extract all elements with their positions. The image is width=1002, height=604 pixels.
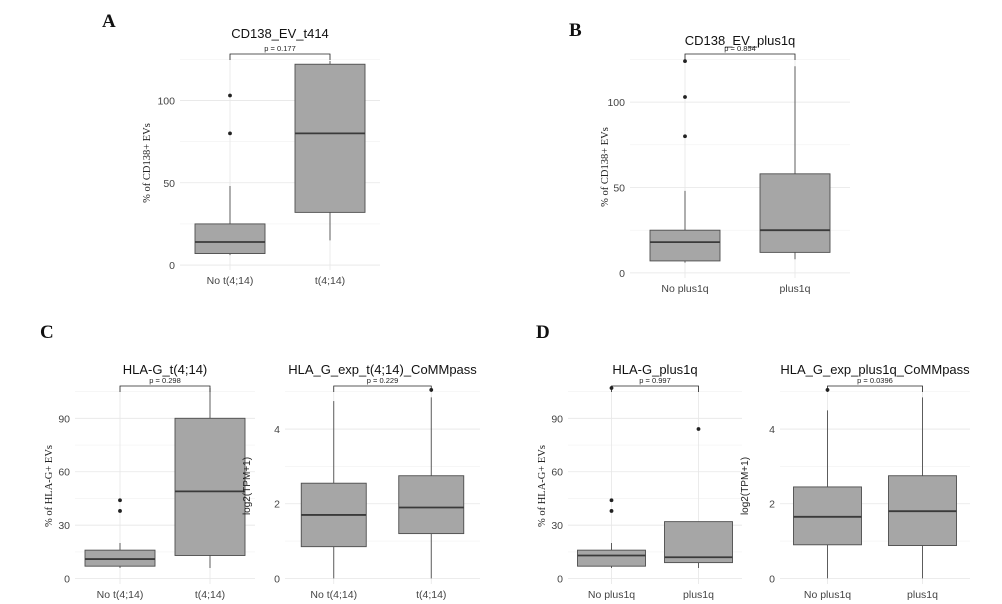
- y-axis-label: log2(TPM+1): [242, 457, 253, 515]
- significance-bracket: [333, 385, 432, 392]
- y-tick-label: 0: [169, 260, 175, 272]
- panel-label-b: B: [569, 20, 582, 41]
- boxplot-chart: 0 30 60 90 No t(4;14) t(4;14) p = 0.298HLA-G_t…: [44, 362, 255, 601]
- x-tick-label: No t(4;14): [310, 589, 357, 601]
- boxplot-chart: 0 50 100 No t(4;14) t(4;14) p = 0.177 CD138_EV…: [142, 26, 380, 287]
- p-value-label: p = 0.0396: [857, 376, 893, 385]
- charts-layer: 0 50 100 No t(4;14) t(4;14) p = 0.177 CD138_EV…: [44, 26, 970, 601]
- x-tick-label: No plus1q: [661, 283, 708, 295]
- outlier-point: [118, 509, 122, 513]
- panel-label-a: A: [102, 11, 116, 32]
- box-iqr: [664, 521, 733, 564]
- box-iqr: [194, 223, 266, 254]
- y-tick-label: 100: [157, 95, 175, 107]
- y-axis-label: % of HLA-G+ EVs: [537, 445, 548, 527]
- box-iqr: [398, 475, 465, 535]
- outlier-point: [683, 95, 687, 99]
- boxplot-chart: 0 30 60 90 No plus1q plus1q p = 0.997HLA-G_plu…: [537, 362, 742, 601]
- y-tick-label: 0: [274, 573, 280, 585]
- y-axis-label: % of CD138+ EVs: [600, 127, 611, 207]
- x-tick-label: No t(4;14): [97, 589, 144, 601]
- boxplot-chart: 0 50 100 No plus1q plus1q p = 0.854CD138_EV_p…: [600, 33, 850, 295]
- y-tick-label: 50: [163, 178, 175, 190]
- x-tick-label: No t(4;14): [207, 275, 254, 287]
- box-iqr: [759, 173, 831, 253]
- significance-bracket: [229, 53, 331, 60]
- y-tick-label: 4: [274, 424, 280, 436]
- x-tick-label: t(4;14): [195, 589, 225, 601]
- chart-title: HLA-G_t(4;14): [123, 362, 208, 377]
- box-iqr: [294, 63, 366, 213]
- chart-title: CD138_EV_plus1q: [685, 33, 796, 48]
- x-tick-label: No plus1q: [588, 589, 635, 601]
- significance-bracket: [684, 53, 796, 60]
- y-tick-label: 60: [551, 467, 563, 479]
- x-tick-label: t(4;14): [416, 589, 446, 601]
- y-tick-label: 2: [274, 499, 280, 511]
- boxplot-chart: 0 2 4 No t(4;14) t(4;14) p = 0.229HLA_G_exp_t…: [242, 362, 480, 601]
- y-tick-label: 2: [769, 499, 775, 511]
- y-tick-label: 100: [607, 97, 625, 109]
- y-tick-label: 60: [58, 467, 70, 479]
- x-tick-label: plus1q: [907, 589, 938, 601]
- box-iqr: [174, 417, 246, 556]
- p-value-label: p = 0.854: [724, 44, 756, 53]
- y-tick-label: 90: [551, 413, 563, 425]
- y-tick-label: 0: [619, 268, 625, 280]
- box-iqr: [649, 229, 721, 262]
- panel-label-d: D: [536, 322, 550, 343]
- boxplot-chart: 0 2 4 No plus1q plus1q p = 0.0396HLA_G_exp_pl…: [740, 362, 970, 601]
- outlier-point: [696, 427, 701, 431]
- p-value-label: p = 0.177: [264, 44, 296, 53]
- outlier-point: [228, 93, 232, 98]
- outlier-point: [228, 131, 232, 136]
- outlier-point: [683, 59, 687, 64]
- outlier-point: [609, 498, 614, 503]
- significance-bracket: [827, 385, 923, 392]
- y-tick-label: 0: [557, 574, 563, 586]
- x-tick-label: No plus1q: [804, 589, 851, 601]
- y-axis-label: % of CD138+ EVs: [142, 123, 153, 203]
- chart-title: HLA-G_plus1q: [612, 362, 697, 377]
- y-tick-label: 90: [58, 413, 70, 425]
- box-iqr: [577, 549, 646, 567]
- y-tick-label: 4: [769, 424, 775, 436]
- y-axis-label: log2(TPM+1): [740, 457, 751, 515]
- chart-title: HLA_G_exp_t(4;14)_CoMMpass: [288, 362, 477, 377]
- p-value-label: p = 0.997: [639, 376, 671, 385]
- significance-bracket: [611, 385, 699, 392]
- outlier-point: [683, 134, 687, 139]
- y-tick-label: 30: [58, 520, 70, 532]
- chart-title: HLA_G_exp_plus1q_CoMMpass: [780, 362, 970, 377]
- y-axis-label: % of HLA-G+ EVs: [44, 445, 55, 527]
- significance-bracket: [119, 385, 211, 392]
- x-tick-label: t(4;14): [315, 275, 345, 287]
- y-tick-label: 0: [769, 573, 775, 585]
- x-tick-label: plus1q: [780, 283, 811, 295]
- p-value-label: p = 0.229: [367, 376, 399, 385]
- y-tick-label: 0: [64, 574, 70, 586]
- y-tick-label: 30: [551, 520, 563, 532]
- box-iqr: [793, 486, 862, 546]
- chart-title: CD138_EV_t414: [231, 26, 329, 41]
- y-tick-label: 50: [613, 182, 625, 194]
- x-tick-label: plus1q: [683, 589, 714, 601]
- panel-label-c: C: [40, 322, 54, 343]
- outlier-point: [609, 509, 614, 513]
- p-value-label: p = 0.298: [149, 376, 181, 385]
- outlier-point: [118, 498, 122, 503]
